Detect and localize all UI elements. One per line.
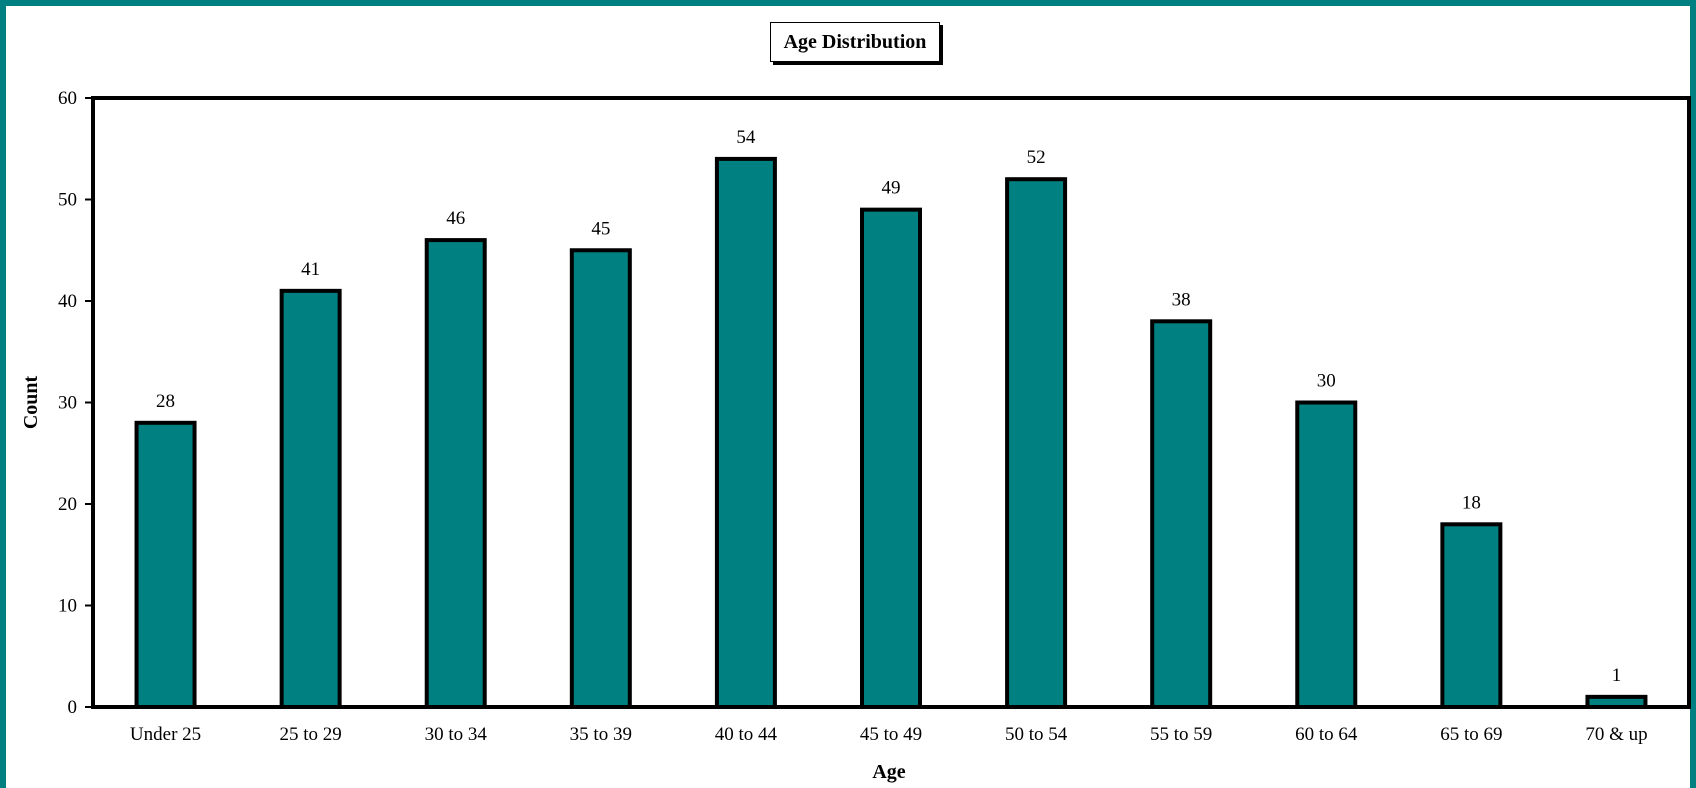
x-tick-label: 30 to 34 bbox=[425, 724, 488, 745]
y-tick-label: 0 bbox=[68, 697, 78, 718]
x-tick-label: 25 to 29 bbox=[279, 724, 341, 745]
y-axis-title: Count bbox=[20, 375, 42, 429]
y-tick-label: 50 bbox=[58, 190, 77, 211]
x-tick-label: 65 to 69 bbox=[1440, 724, 1502, 745]
y-tick-label: 20 bbox=[58, 494, 77, 515]
bar bbox=[279, 288, 342, 709]
bar-value-label: 30 bbox=[1317, 371, 1336, 392]
bar-value-label: 41 bbox=[301, 259, 320, 280]
y-tick-label: 60 bbox=[58, 88, 77, 109]
bars bbox=[134, 156, 1648, 709]
bar-value-label: 52 bbox=[1027, 147, 1046, 168]
bar bbox=[134, 420, 197, 709]
bar-value-label: 49 bbox=[882, 178, 901, 199]
bar-value-label: 18 bbox=[1462, 492, 1481, 513]
y-tick-label: 40 bbox=[58, 291, 77, 312]
bar bbox=[1440, 522, 1503, 709]
bar-value-label: 45 bbox=[591, 218, 610, 239]
chart-title: Age Distribution bbox=[770, 22, 940, 62]
y-axis: 0 10 20 30 40 50 60 bbox=[58, 88, 93, 718]
bar-value-label: 54 bbox=[736, 127, 756, 148]
x-axis-title: Age bbox=[872, 761, 905, 783]
bar bbox=[1005, 177, 1068, 709]
bar bbox=[860, 207, 922, 709]
x-tick-label: 55 to 59 bbox=[1150, 724, 1212, 745]
bar bbox=[714, 156, 777, 709]
y-tick-label: 10 bbox=[58, 596, 77, 617]
x-tick-label: Under 25 bbox=[130, 724, 201, 745]
chart-title-text: Age Distribution bbox=[783, 30, 927, 53]
x-tick-label: 45 to 49 bbox=[860, 724, 922, 745]
plot-area bbox=[91, 96, 1691, 709]
data-labels: 28 41 46 45 54 49 52 38 30 18 1 bbox=[156, 127, 1621, 686]
x-tick-label: 50 to 54 bbox=[1005, 724, 1068, 745]
bar-value-label: 38 bbox=[1172, 289, 1191, 310]
bar bbox=[1295, 400, 1358, 709]
bar bbox=[424, 238, 487, 709]
x-tick-label: 35 to 39 bbox=[570, 724, 632, 745]
bar bbox=[1150, 319, 1213, 709]
bar bbox=[569, 248, 632, 709]
x-tick-label: 60 to 64 bbox=[1295, 724, 1358, 745]
bar-value-label: 46 bbox=[446, 208, 465, 229]
x-tick-label: 40 to 44 bbox=[715, 724, 778, 745]
x-axis: Under 25 25 to 29 30 to 34 35 to 39 40 to 44… bbox=[130, 724, 1648, 745]
bar-value-label: 28 bbox=[156, 391, 175, 412]
y-tick-label: 30 bbox=[58, 393, 77, 414]
bar-value-label: 1 bbox=[1612, 665, 1622, 686]
x-tick-label: 70 & up bbox=[1585, 724, 1647, 745]
